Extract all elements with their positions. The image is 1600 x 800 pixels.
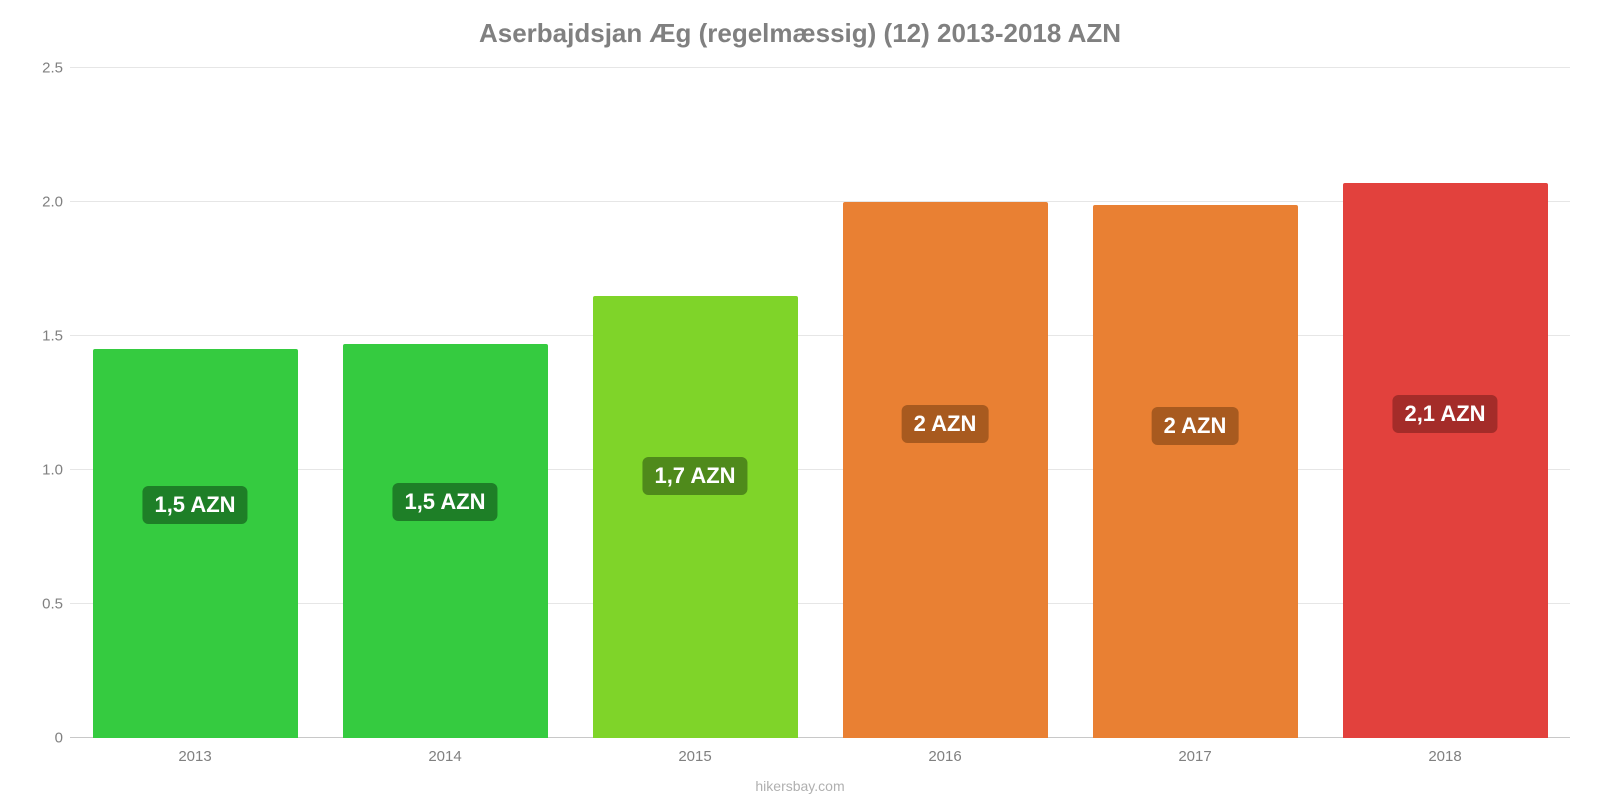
bar-slot: 2 AZN2017 (1070, 68, 1320, 738)
bar-value-label: 2 AZN (902, 405, 989, 443)
y-tick-label: 0 (18, 730, 63, 747)
x-tick-label: 2015 (570, 748, 820, 765)
bar-chart: Aserbajdsjan Æg (regelmæssig) (12) 2013-… (0, 0, 1600, 800)
bar: 2 AZN (1093, 205, 1298, 738)
bar-value-label: 1,5 AZN (392, 483, 497, 521)
bar-slot: 2 AZN2016 (820, 68, 1070, 738)
bar-slot: 2,1 AZN2018 (1320, 68, 1570, 738)
x-tick-label: 2017 (1070, 748, 1320, 765)
bar: 1,5 AZN (93, 349, 298, 738)
bar-value-label: 2 AZN (1152, 407, 1239, 445)
attribution-text: hikersbay.com (0, 778, 1600, 794)
y-tick-label: 2.0 (18, 194, 63, 211)
x-tick-label: 2016 (820, 748, 1070, 765)
y-tick-label: 0.5 (18, 596, 63, 613)
bar-slot: 1,7 AZN2015 (570, 68, 820, 738)
bar: 1,7 AZN (593, 296, 798, 738)
bars-container: 1,5 AZN20131,5 AZN20141,7 AZN20152 AZN20… (70, 68, 1570, 738)
bar: 2,1 AZN (1343, 183, 1548, 738)
x-tick-label: 2018 (1320, 748, 1570, 765)
bar: 1,5 AZN (343, 344, 548, 738)
bar: 2 AZN (843, 202, 1048, 738)
y-tick-label: 1.5 (18, 328, 63, 345)
y-tick-label: 2.5 (18, 60, 63, 77)
bar-value-label: 1,5 AZN (142, 486, 247, 524)
bar-value-label: 2,1 AZN (1392, 395, 1497, 433)
bar-value-label: 1,7 AZN (642, 457, 747, 495)
bar-slot: 1,5 AZN2013 (70, 68, 320, 738)
chart-title: Aserbajdsjan Æg (regelmæssig) (12) 2013-… (0, 18, 1600, 49)
y-tick-label: 1.0 (18, 462, 63, 479)
bar-slot: 1,5 AZN2014 (320, 68, 570, 738)
x-tick-label: 2014 (320, 748, 570, 765)
x-tick-label: 2013 (70, 748, 320, 765)
